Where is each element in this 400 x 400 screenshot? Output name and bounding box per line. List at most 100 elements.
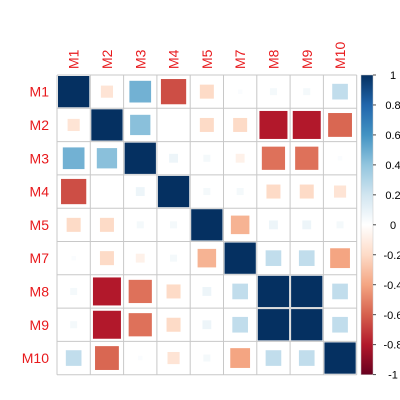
correlation-cell-M4-M7 [236,188,244,196]
correlation-cell-M10-M2 [95,346,119,370]
correlation-cell-M7-M1 [71,255,76,261]
correlation-cell-M10-M8 [265,350,282,366]
correlation-cell-M3-M10 [337,156,343,161]
correlation-cell-M2-M5 [199,117,214,132]
column-label-M4: M4 [166,49,182,69]
correlation-cell-M7-M8 [265,250,282,266]
correlation-cell-M9-M8 [257,309,290,341]
correlation-cell-M9-M10 [332,316,348,333]
column-label-M1: M1 [66,49,82,69]
colorbar-tick-label: -0.6 [384,310,400,322]
column-label-M10: M10 [332,42,348,69]
correlation-cell-M2-M3 [130,114,151,136]
correlation-cell-M1-M4 [160,79,187,105]
correlation-cell-M3-M4 [169,153,178,163]
column-label-M7: M7 [232,49,248,69]
correlation-cell-M9-M5 [202,320,212,330]
correlation-cell-M8-M9 [291,275,323,308]
correlation-cell-M9-M1 [70,321,78,329]
colorbar-tick-label: 0.2 [385,190,400,202]
correlation-cell-M7-M7 [224,242,256,274]
correlation-cell-M2-M10 [328,113,352,137]
correlation-cell-M5-M9 [302,220,312,230]
column-label-M2: M2 [99,49,115,69]
colorbar-tick-label: -0.4 [384,280,400,292]
correlation-cell-M10-M9 [298,350,315,366]
correlation-cell-M8-M10 [332,283,348,300]
correlation-cell-M2-M7 [233,117,248,132]
correlation-cell-M3-M7 [235,153,245,163]
correlation-cell-M1-M10 [332,83,348,100]
row-label-M2: M2 [30,117,50,133]
correlation-cell-M8-M2 [92,277,121,306]
correlation-cell-M3-M9 [295,146,319,170]
correlation-cell-M2-M1 [67,118,80,132]
correlation-cell-M1-M5 [199,84,214,99]
row-label-M8: M8 [30,283,50,299]
correlation-cell-M10-M5 [203,354,211,362]
correlation-cell-M10-M7 [230,348,251,368]
correlation-cell-M1-M8 [269,88,277,96]
correlation-cell-M5-M8 [269,220,278,230]
correlation-cell-M9-M3 [128,313,152,337]
row-label-M7: M7 [30,250,50,266]
correlation-cell-M4-M3 [135,187,145,196]
correlation-cell-M5-M1 [66,217,81,232]
correlation-cell-M3-M8 [261,146,286,170]
correlation-cell-M4-M9 [299,184,314,199]
correlation-cell-M8-M8 [257,275,290,308]
correlation-cell-M3-M1 [62,147,85,170]
correlation-cell-M7-M4 [170,254,178,262]
correlation-cell-M1-M1 [58,76,90,108]
correlation-cell-M7-M5 [197,248,217,268]
correlation-cell-M7-M9 [298,250,315,266]
colorbar-tick-label: 0 [390,220,396,232]
correlation-cell-M7-M2 [99,251,114,266]
correlation-cell-M9-M9 [291,309,323,341]
correlation-cell-M2-M9 [292,110,321,139]
colorbar-tick-label: 0.6 [385,130,400,142]
colorbar-tick-label: -1 [388,370,398,382]
correlation-cell-M8-M4 [166,284,181,299]
correlation-cell-M5-M4 [170,221,178,229]
colorbar-tick-label: -0.8 [384,340,400,352]
correlation-cell-M4-M1 [61,178,87,205]
correlation-cell-M3-M3 [124,142,156,174]
correlation-cell-M9-M7 [232,316,248,333]
correlation-cell-M5-M5 [191,209,223,241]
correlation-cell-M7-M3 [135,253,145,263]
row-label-M10: M10 [22,350,49,366]
correlation-cell-M4-M8 [266,184,281,199]
row-label-M9: M9 [30,317,50,333]
row-label-M1: M1 [30,84,50,100]
column-label-M8: M8 [265,49,281,69]
correlation-cell-M10-M3 [138,355,143,361]
correlation-cell-M4-M10 [333,185,347,198]
column-label-M9: M9 [299,49,315,69]
correlation-cell-M10-M1 [65,350,82,366]
correlation-cell-M1-M7 [237,89,243,94]
correlation-cell-M3-M5 [203,154,211,162]
colorbar-tick-label: 0.8 [385,100,400,112]
colorbar [360,74,374,375]
correlation-cell-M10-M4 [167,351,180,365]
correlation-cell-M2-M8 [259,110,288,139]
correlation-cell-M5-M7 [230,215,250,235]
correlation-cell-M3-M2 [96,148,118,169]
row-label-M3: M3 [30,150,50,166]
correlation-cell-M5-M3 [136,221,144,229]
correlation-cell-M9-M4 [166,317,181,332]
correlation-cell-M4-M5 [203,188,211,196]
row-label-M4: M4 [30,184,50,200]
correlation-cell-M4-M4 [157,175,190,208]
correlation-cell-M5-M10 [336,221,344,229]
correlation-cell-M1-M3 [129,80,152,103]
correlation-cell-M7-M10 [330,248,350,269]
column-label-M3: M3 [132,49,148,69]
correlation-cell-M9-M2 [92,310,121,339]
correlation-cell-M8-M5 [202,287,212,296]
correlation-cell-M1-M2 [100,85,114,98]
correlation-cell-M8-M7 [232,283,248,300]
